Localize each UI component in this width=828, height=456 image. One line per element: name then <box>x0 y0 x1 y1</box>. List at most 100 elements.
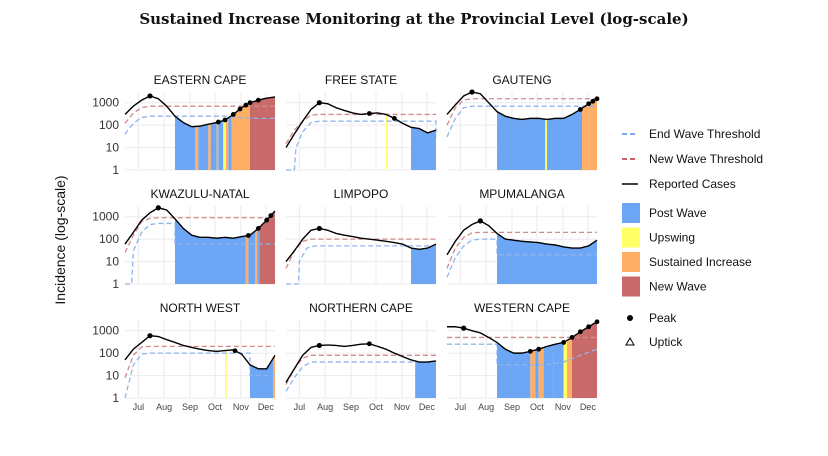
peak-marker <box>247 100 253 106</box>
peak-marker <box>222 117 228 123</box>
legend-fill-swatch <box>622 227 640 248</box>
region-post-wave <box>553 342 564 398</box>
x-tick-label: Jul <box>294 402 306 412</box>
peak-marker <box>255 226 261 231</box>
region-post-wave <box>411 127 436 170</box>
peak-marker <box>147 93 153 99</box>
new-wave-threshold-line <box>446 98 597 126</box>
region-upswing <box>225 350 227 398</box>
legend-fill-swatch <box>622 252 640 272</box>
peak-marker <box>232 348 238 354</box>
peak-marker <box>243 102 249 108</box>
panel-title: NORTHERN CAPE <box>309 301 413 315</box>
reported-cases-line <box>446 220 598 256</box>
region-post-wave <box>248 231 255 284</box>
end-wave-threshold-line <box>286 120 437 171</box>
new-wave-threshold-line <box>285 354 436 385</box>
region-post-wave <box>497 342 531 398</box>
region-post-wave <box>547 108 582 170</box>
region-sustained <box>538 347 544 398</box>
y-tick-label: 10 <box>106 141 120 155</box>
region-post-wave <box>257 226 260 284</box>
x-tick-label: Oct <box>530 402 545 412</box>
peak-marker <box>561 340 567 345</box>
x-tick-label: Oct <box>208 402 223 412</box>
region-sustained <box>195 126 199 170</box>
x-tick-label: Dec <box>419 402 436 412</box>
peak-marker <box>215 119 221 125</box>
region-post-wave <box>210 122 217 170</box>
end-wave-threshold-line <box>124 352 275 399</box>
x-tick-label: Aug <box>156 402 172 412</box>
region-post-wave <box>497 233 597 284</box>
new-wave-threshold-line <box>124 345 275 378</box>
legend-label: Post Wave <box>649 206 707 220</box>
legend-uptick-icon <box>625 336 635 346</box>
region-sustained <box>231 102 250 170</box>
peak-marker <box>586 324 592 330</box>
peak-marker <box>155 205 161 211</box>
region-post-wave <box>411 244 436 284</box>
legend-label: New Wave <box>649 280 707 294</box>
region-post-wave <box>543 344 554 398</box>
end-wave-threshold-line <box>286 245 436 285</box>
region-sustained <box>273 355 275 398</box>
panel-northern-cape: NORTHERN CAPE Jul Aug Sep Oct Nov Dec <box>285 301 437 412</box>
peak-marker <box>316 342 322 349</box>
region-sustained <box>245 235 249 284</box>
panel-title: MPUMALANGA <box>479 187 564 201</box>
y-tick-label: 1000 <box>92 96 119 110</box>
region-post-wave <box>415 360 436 398</box>
panel-title: WESTERN CAPE <box>474 301 570 315</box>
region-sustained <box>588 98 597 170</box>
reported-cases-line <box>285 343 437 383</box>
peak-marker <box>245 233 251 238</box>
peak-marker <box>230 112 236 117</box>
region-post-wave <box>497 111 546 170</box>
legend: End Wave Threshold New Wave Threshold Repo… <box>622 127 763 349</box>
end-wave-threshold-line <box>446 105 597 138</box>
x-tick-label: Sep <box>182 402 198 412</box>
legend-fill-swatch <box>622 276 640 297</box>
x-tick-label: Dec <box>580 402 597 412</box>
new-wave-threshold-line <box>124 105 275 124</box>
region-sustained <box>216 122 219 170</box>
peak-marker <box>569 335 575 340</box>
new-wave-threshold-line <box>124 217 275 253</box>
legend-label: Upswing <box>649 231 695 245</box>
region-upswing <box>386 114 388 170</box>
legend-peak-icon <box>627 315 633 321</box>
legend-fill-swatch <box>622 203 640 223</box>
peak-marker <box>594 319 600 325</box>
peak-marker <box>594 96 600 102</box>
region-sustained <box>225 117 229 170</box>
end-wave-threshold-line <box>447 343 598 366</box>
region-new-wave <box>260 210 275 284</box>
y-tick-label: 1 <box>112 163 119 177</box>
region-sustained <box>567 337 572 398</box>
peak-marker <box>366 111 372 116</box>
x-tick-label: Aug <box>317 402 333 412</box>
legend-label: Peak <box>649 311 677 325</box>
y-tick-label: 1 <box>112 391 119 405</box>
legend-label: Sustained Increase <box>649 255 752 269</box>
peak-marker <box>527 348 533 354</box>
y-tick-label: 10 <box>106 255 120 269</box>
x-tick-label: Nov <box>233 402 250 412</box>
panel-title: LIMPOPO <box>334 187 389 201</box>
region-sustained <box>208 123 211 170</box>
region-new-wave <box>572 321 597 398</box>
y-tick-label: 1 <box>112 277 119 291</box>
region-upswing <box>223 119 226 170</box>
y-tick-label: 10 <box>106 369 120 383</box>
panel-gauteng: GAUTENG <box>446 73 600 171</box>
region-sustained <box>530 350 536 398</box>
region-post-wave <box>198 124 209 170</box>
new-wave-threshold-line <box>446 231 597 269</box>
end-wave-threshold-line <box>446 238 597 278</box>
y-tick-label: 1000 <box>92 210 119 224</box>
legend-label: New Wave Threshold <box>649 152 763 166</box>
y-tick-label: 1000 <box>92 324 119 338</box>
x-tick-label: Nov <box>394 402 411 412</box>
